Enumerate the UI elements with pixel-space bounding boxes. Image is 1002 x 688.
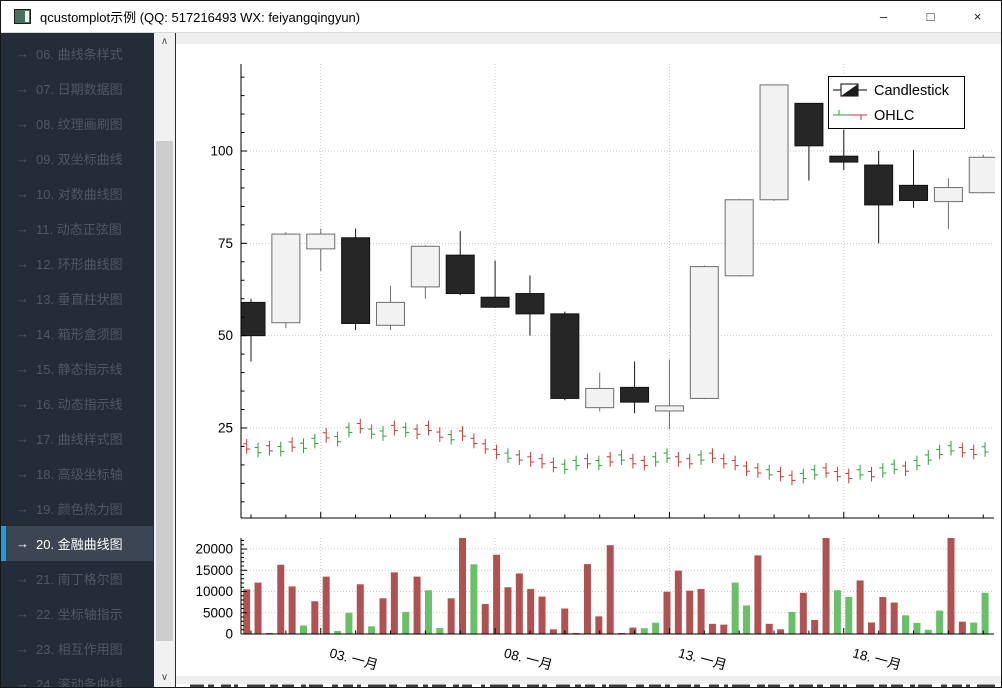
svg-text:25: 25 [218,420,233,435]
arrow-icon: → [16,431,29,446]
arrow-icon: → [16,676,29,687]
axes: 25 50 75 100 0 5000 10000 15000 20000 [195,64,994,642]
svg-text:5000: 5000 [203,605,233,620]
title-bar: qcustomplot示例 (QQ: 517216493 WX: feiyang… [1,1,1001,33]
arrow-icon: → [16,291,29,306]
close-button[interactable]: × [973,9,982,24]
sidebar-item-label: 13. 垂直柱状图 [36,292,123,307]
candlestick-series [241,84,995,430]
sidebar-item-12[interactable]: → 12. 环形曲线图 [1,246,153,281]
top-margin-strip [176,33,1001,44]
sidebar-item-17[interactable]: → 17. 曲线样式图 [1,421,153,456]
sidebar-item-19[interactable]: → 19. 颜色热力图 [1,491,153,526]
sidebar-item-10[interactable]: → 10. 对数曲线图 [1,176,153,211]
sidebar: → 06. 曲线条样式 → 07. 日期数据图 → 08. 纹理画刷图 → 09. 双坐标曲线… [1,33,176,687]
arrow-icon: → [16,151,29,166]
sidebar-item-7[interactable]: → 07. 日期数据图 [1,71,153,106]
svg-text:15000: 15000 [195,563,233,578]
arrow-icon: → [16,326,29,341]
app-icon [14,9,31,24]
volume-series [243,538,989,634]
scroll-up-icon[interactable]: ∧ [160,36,169,47]
arrow-icon: → [16,46,29,61]
sidebar-item-label: 24. 滚动条曲线 [36,677,123,687]
sidebar-item-label: 09. 双坐标曲线 [36,152,123,167]
sidebar-item-label: 21. 南丁格尔图 [36,572,123,587]
sidebar-item-18[interactable]: → 18. 高级坐标轴 [1,456,153,491]
svg-text:20000: 20000 [195,542,233,557]
arrow-icon: → [16,466,29,481]
sidebar-item-22[interactable]: → 22. 坐标轴指示 [1,596,153,631]
sidebar-item-21[interactable]: → 21. 南丁格尔图 [1,561,153,596]
sidebar-item-label: 14. 箱形盒须图 [36,327,123,342]
sidebar-item-15[interactable]: → 15. 静态指示线 [1,351,153,386]
minimize-button[interactable]: – [879,9,888,24]
window-title: qcustomplot示例 (QQ: 517216493 WX: feiyang… [40,10,361,25]
bottom-margin-strip [176,676,1001,684]
arrow-icon: → [16,606,29,621]
legend-label-ohlc: OHLC [874,108,914,124]
sidebar-item-11[interactable]: → 11. 动态正弦图 [1,211,153,246]
scrollbar-thumb[interactable] [156,141,173,641]
sidebar-item-label: 06. 曲线条样式 [36,47,123,62]
legend: Candlestick OHLC [828,76,965,129]
sidebar-item-13[interactable]: → 13. 垂直柱状图 [1,281,153,316]
arrow-icon: → [16,396,29,411]
sidebar-item-8[interactable]: → 08. 纹理画刷图 [1,106,153,141]
sidebar-item-label: 07. 日期数据图 [36,82,123,97]
arrow-icon: → [16,641,29,656]
svg-text:50: 50 [218,328,233,343]
sidebar-item-6[interactable]: → 06. 曲线条样式 [1,36,153,71]
sidebar-scrollbar[interactable]: ∧ ∨ [154,33,175,687]
sidebar-item-24[interactable]: → 24. 滚动条曲线 [1,666,153,687]
sidebar-item-label: 11. 动态正弦图 [36,222,122,237]
sidebar-item-9[interactable]: → 09. 双坐标曲线 [1,141,153,176]
arrow-icon: → [16,221,29,236]
sidebar-item-label: 15. 静态指示线 [36,362,123,377]
arrow-icon: → [16,81,29,96]
arrow-icon: → [16,536,29,551]
scroll-down-icon[interactable]: ∨ [160,672,169,683]
sidebar-item-label: 18. 高级坐标轴 [36,467,123,482]
ohlc-series [243,418,989,486]
sidebar-item-20[interactable]: → 20. 金融曲线图 [1,526,153,561]
svg-text:10000: 10000 [195,584,233,599]
svg-text:0: 0 [225,627,233,642]
arrow-icon: → [16,186,29,201]
sidebar-item-label: 20. 金融曲线图 [36,537,123,552]
sidebar-item-label: 17. 曲线样式图 [36,432,123,447]
chart-panel: 25 50 75 100 0 5000 10000 15000 20000 03. 一月 08. 一… [176,33,1001,687]
legend-label-candlestick: Candlestick [874,83,950,99]
sidebar-item-16[interactable]: → 16. 动态指示线 [1,386,153,421]
sidebar-item-label: 16. 动态指示线 [36,397,123,412]
svg-text:75: 75 [218,236,233,251]
arrow-icon: → [16,116,29,131]
sidebar-item-label: 10. 对数曲线图 [36,187,123,202]
sidebar-item-label: 23. 相互作用图 [36,642,123,657]
arrow-icon: → [16,361,29,376]
sidebar-item-14[interactable]: → 14. 箱形盒须图 [1,316,153,351]
sidebar-item-label: 22. 坐标轴指示 [36,607,123,622]
window-controls: – □ × [860,1,1001,32]
sidebar-item-23[interactable]: → 23. 相互作用图 [1,631,153,666]
svg-text:100: 100 [210,144,233,159]
arrow-icon: → [16,501,29,516]
sidebar-menu: → 06. 曲线条样式 → 07. 日期数据图 → 08. 纹理画刷图 → 09. 双坐标曲线… [1,36,153,687]
arrow-icon: → [16,571,29,586]
maximize-button[interactable]: □ [926,9,935,24]
sidebar-item-label: 08. 纹理画刷图 [36,117,123,132]
arrow-icon: → [16,256,29,271]
clipped-bottom-row [190,684,995,687]
sidebar-item-label: 19. 颜色热力图 [36,502,123,517]
sidebar-item-label: 12. 环形曲线图 [36,257,123,272]
